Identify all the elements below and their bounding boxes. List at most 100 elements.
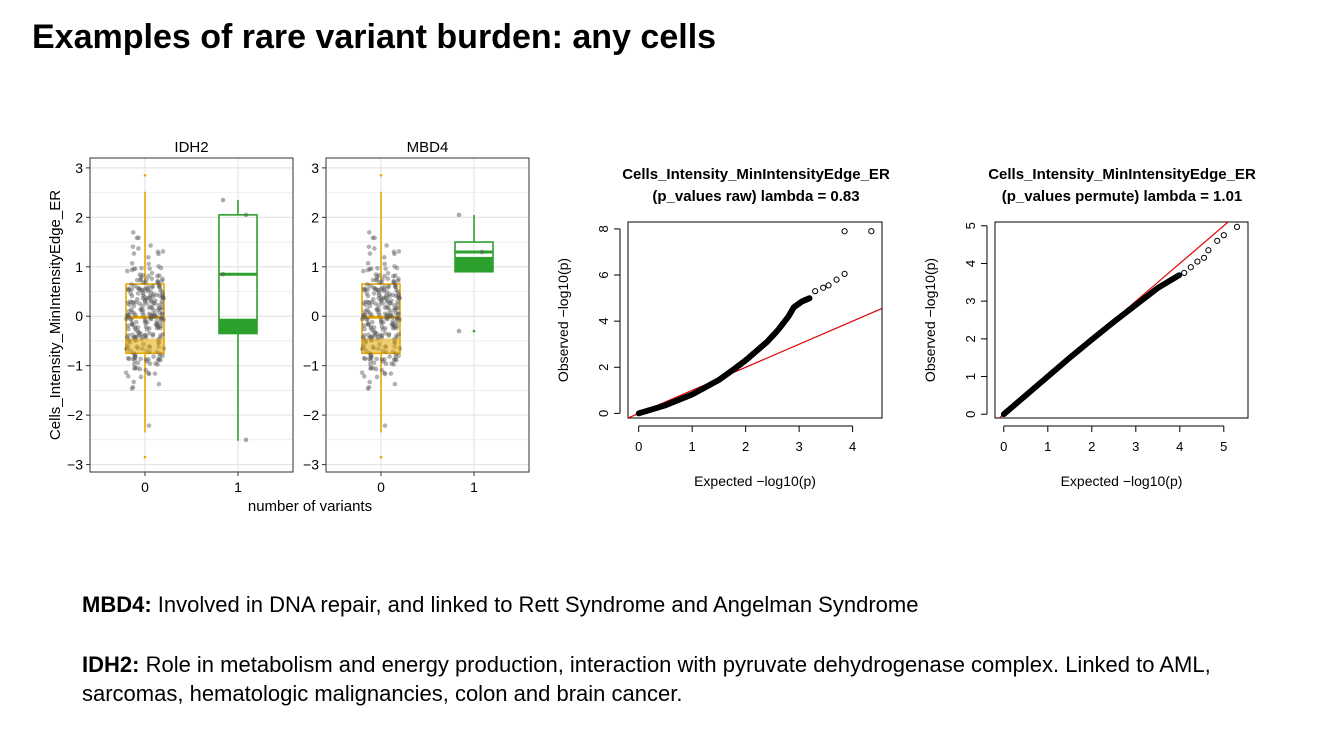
data-point (378, 319, 384, 324)
data-point (154, 318, 160, 324)
data-point (148, 289, 154, 295)
data-point (392, 280, 397, 286)
data-point (391, 307, 397, 313)
data-point (396, 293, 401, 299)
data-point (146, 330, 152, 336)
data-point (130, 244, 136, 250)
data-point (396, 276, 401, 282)
data-point (159, 301, 164, 307)
box-dense-band (362, 338, 400, 354)
data-point (156, 325, 161, 330)
data-point (363, 302, 368, 307)
data-point (368, 266, 374, 272)
data-point (151, 313, 157, 319)
data-point (132, 326, 138, 331)
data-point (373, 278, 379, 283)
data-point (138, 374, 144, 380)
data-point (365, 287, 371, 292)
data-point (388, 311, 394, 316)
data-point (157, 310, 163, 316)
x-tick-label: 1 (470, 479, 478, 495)
data-point (370, 277, 376, 283)
data-point (394, 317, 400, 322)
data-point (386, 331, 392, 337)
data-point (156, 273, 162, 278)
data-point (366, 321, 371, 327)
data-point (139, 287, 144, 293)
data-point (368, 355, 374, 361)
data-point (152, 311, 158, 316)
qq-title-line1: Cells_Intensity_MinIntensityEdge_ER (988, 166, 1256, 183)
data-point (382, 357, 387, 362)
data-point (369, 312, 374, 318)
data-point (383, 295, 389, 300)
data-point (158, 317, 164, 322)
data-point (149, 276, 155, 281)
data-point (132, 283, 137, 289)
data-point (160, 293, 165, 299)
data-point (390, 321, 396, 326)
data-point (136, 246, 141, 251)
data-point (378, 317, 384, 322)
data-point (392, 264, 397, 269)
data-point (395, 311, 401, 316)
data-point (126, 286, 131, 291)
data-point (379, 333, 385, 338)
data-point (143, 280, 148, 285)
data-point (387, 292, 392, 297)
data-point (146, 284, 151, 290)
data-point (153, 322, 159, 327)
data-point (160, 331, 166, 337)
data-point (138, 276, 144, 282)
data-point (132, 355, 138, 361)
qq-tail-point (1194, 258, 1201, 265)
data-point (134, 296, 140, 302)
data-point (243, 437, 249, 443)
data-point (147, 266, 152, 271)
data-point (397, 295, 402, 301)
data-point (390, 325, 396, 331)
data-point (137, 272, 143, 277)
qq-x-axis-label: Expected −log10(p) (1061, 473, 1183, 489)
qq-x-tick-label: 3 (1132, 439, 1139, 454)
data-point (374, 274, 380, 280)
data-point (155, 307, 161, 313)
data-point (396, 315, 401, 321)
data-point (370, 235, 376, 241)
data-point (394, 315, 400, 321)
qq-tail-point (825, 282, 832, 289)
data-point (363, 287, 368, 292)
qq-x-tick-label: 1 (1044, 439, 1051, 454)
data-point (147, 326, 152, 331)
data-point (148, 243, 153, 248)
data-point (366, 299, 371, 305)
data-point (390, 318, 396, 324)
qq-x-tick-label: 5 (1220, 439, 1227, 454)
data-point (155, 273, 160, 279)
data-point (371, 360, 377, 366)
data-point (385, 285, 391, 290)
data-point (386, 283, 392, 289)
data-point (390, 314, 395, 319)
data-point (387, 354, 392, 359)
data-point (384, 289, 390, 295)
data-point (392, 302, 397, 308)
note-mbd4: MBD4: Involved in DNA repair, and linked… (82, 590, 1292, 619)
data-point (158, 288, 163, 293)
data-point (149, 305, 155, 311)
data-point (125, 312, 131, 318)
box-outlier (472, 329, 476, 333)
data-point (368, 366, 373, 371)
data-point (125, 313, 130, 318)
data-point (378, 297, 384, 303)
data-point (160, 353, 165, 359)
data-point (160, 315, 165, 321)
data-point (365, 322, 371, 327)
data-point (140, 307, 145, 313)
data-point (395, 305, 401, 311)
data-point (126, 326, 131, 332)
data-point (394, 265, 400, 271)
qq-x-tick-label: 2 (742, 439, 749, 454)
data-point (137, 366, 143, 372)
data-point (385, 316, 390, 322)
